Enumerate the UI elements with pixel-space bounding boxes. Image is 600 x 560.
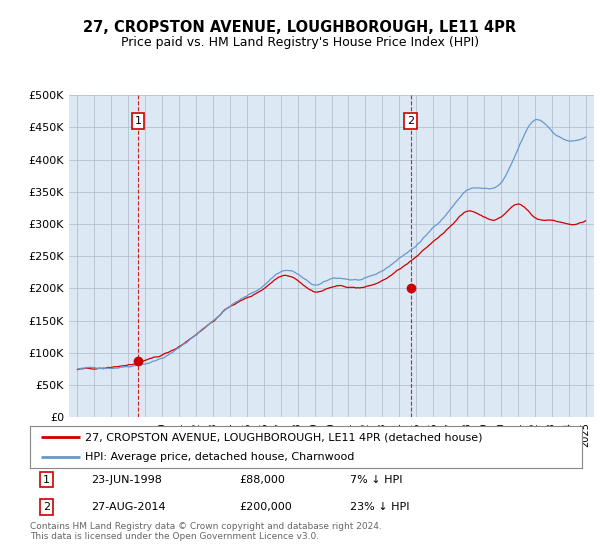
Text: 23-JUN-1998: 23-JUN-1998 (91, 474, 161, 484)
Text: HPI: Average price, detached house, Charnwood: HPI: Average price, detached house, Char… (85, 452, 355, 462)
Text: 1: 1 (43, 474, 50, 484)
Text: Contains HM Land Registry data © Crown copyright and database right 2024.
This d: Contains HM Land Registry data © Crown c… (30, 522, 382, 542)
Text: 27, CROPSTON AVENUE, LOUGHBOROUGH, LE11 4PR (detached house): 27, CROPSTON AVENUE, LOUGHBOROUGH, LE11 … (85, 432, 482, 442)
Text: 2: 2 (407, 116, 414, 126)
Text: £200,000: £200,000 (240, 502, 293, 512)
Text: 27, CROPSTON AVENUE, LOUGHBOROUGH, LE11 4PR: 27, CROPSTON AVENUE, LOUGHBOROUGH, LE11 … (83, 20, 517, 35)
Text: Price paid vs. HM Land Registry's House Price Index (HPI): Price paid vs. HM Land Registry's House … (121, 36, 479, 49)
Text: 27-AUG-2014: 27-AUG-2014 (91, 502, 166, 512)
Text: £88,000: £88,000 (240, 474, 286, 484)
Text: 1: 1 (134, 116, 142, 126)
Text: 7% ↓ HPI: 7% ↓ HPI (350, 474, 403, 484)
Text: 23% ↓ HPI: 23% ↓ HPI (350, 502, 410, 512)
Text: 2: 2 (43, 502, 50, 512)
